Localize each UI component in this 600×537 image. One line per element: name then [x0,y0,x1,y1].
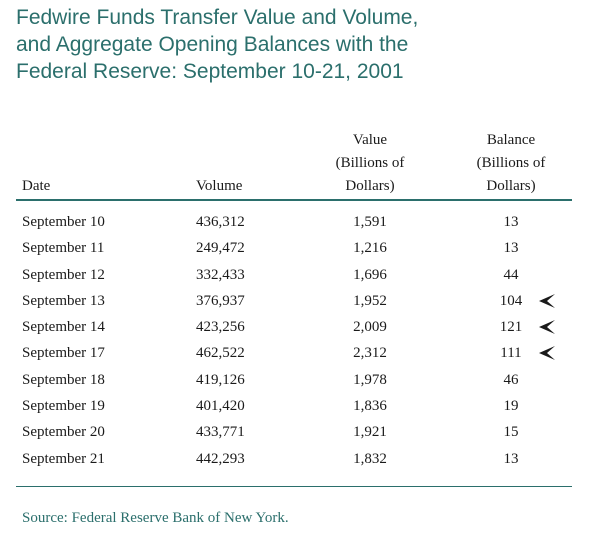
cell-volume: 436,312 [196,214,245,230]
header-balance-line-2: (Billions of [476,155,546,171]
table-row: September 18 419,126 1,978 46 [0,370,600,396]
table-row: September 12 332,433 1,696 44 [0,265,600,291]
cell-volume: 433,771 [196,424,245,441]
table-row: September 20 433,771 1,921 15 [0,422,600,448]
header-volume: Volume [196,178,243,194]
table-title: Fedwire Funds Transfer Value and Volume,… [16,4,586,85]
cell-balance: 104 [499,292,523,309]
cell-balance: 15 [503,424,519,441]
table-row: September 17 462,522 2,312 111 [0,343,600,369]
cell-balance: 13 [503,450,519,467]
header-value-line-1: Value [352,132,388,148]
title-line-2: and Aggregate Opening Balances with the [16,33,409,56]
cell-date: September 14 [22,319,105,336]
cell-date: September 21 [22,450,105,467]
table-row: September 14 423,256 2,009 121 [0,317,600,343]
table-row: September 19 401,420 1,836 19 [0,396,600,422]
cell-value: 1,836 [353,398,387,415]
cell-value: 1,696 [353,266,387,283]
cell-balance: 13 [503,240,519,257]
arrow-pointer-icon [538,319,556,341]
source-note: Source: Federal Reserve Bank of New York… [22,510,289,526]
cell-value: 1,216 [353,240,387,257]
cell-date: September 13 [22,292,105,309]
cell-volume: 462,522 [196,345,245,362]
cell-date: September 17 [22,345,105,362]
cell-date: September 10 [22,214,105,230]
cell-balance: 13 [503,214,519,230]
title-line-1: Fedwire Funds Transfer Value and Volume, [16,6,419,29]
header-balance-line-1: Balance [486,132,536,148]
cell-volume: 419,126 [196,371,245,388]
cell-value: 1,978 [353,371,387,388]
table-row: September 10 436,312 1,591 13 [0,212,600,238]
cell-balance: 121 [499,319,523,336]
header-value-line-2: (Billions of [335,155,405,171]
cell-value: 2,312 [353,345,387,362]
table-row: September 11 249,472 1,216 13 [0,238,600,264]
cell-volume: 332,433 [196,266,245,283]
cell-value: 1,952 [353,292,387,309]
cell-date: September 12 [22,266,105,283]
cell-date: September 18 [22,371,105,388]
table-row: September 13 376,937 1,952 104 [0,291,600,317]
cell-volume: 423,256 [196,319,245,336]
cell-volume: 442,293 [196,450,245,467]
cell-balance: 111 [500,345,522,362]
cell-volume: 249,472 [196,240,245,257]
table-row: September 21 442,293 1,832 13 [0,449,600,475]
cell-value: 2,009 [353,319,387,336]
header-balance: Balance (Billions of Dollars) [458,130,564,196]
arrow-pointer-icon [538,293,556,315]
header-date: Date [22,178,51,194]
arrow-pointer-icon [538,345,556,367]
cell-date: September 19 [22,398,105,415]
cell-balance: 46 [503,371,519,388]
table-body: September 10 436,312 1,591 13 September 11 24… [0,212,600,475]
cell-value: 1,921 [353,424,387,441]
cell-value: 1,832 [353,450,387,467]
cell-date: September 11 [22,240,105,257]
header-balance-line-3: Dollars) [486,178,536,194]
cell-balance: 44 [503,266,519,283]
header-value: Value (Billions of Dollars) [320,130,420,196]
title-line-3: Federal Reserve: September 10-21, 2001 [16,60,404,83]
header-value-line-3: Dollars) [345,178,395,194]
cell-date: September 20 [22,424,105,441]
cell-balance: 19 [503,398,519,415]
header-rule [16,199,572,201]
cell-volume: 401,420 [196,398,245,415]
cell-volume: 376,937 [196,292,245,309]
footer-rule [16,486,572,487]
cell-value: 1,591 [353,214,387,230]
